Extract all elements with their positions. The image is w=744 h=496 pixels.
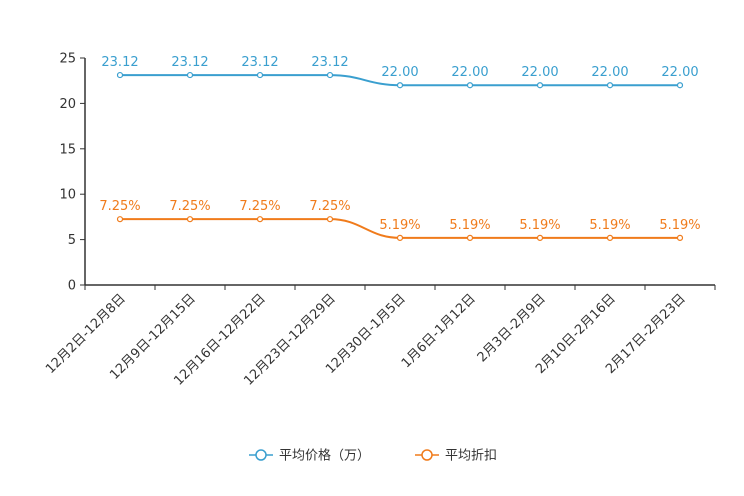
data-label: 7.25% <box>169 199 210 214</box>
data-label: 22.00 <box>661 65 698 80</box>
data-label: 5.19% <box>449 218 490 233</box>
data-point[interactable] <box>606 82 614 89</box>
data-point[interactable] <box>256 216 264 223</box>
data-label: 5.19% <box>519 218 560 233</box>
data-point[interactable] <box>116 71 124 79</box>
data-label: 23.12 <box>241 55 278 70</box>
legend-marker-icon <box>421 449 433 461</box>
data-point[interactable] <box>466 82 474 89</box>
chart-series: 23.12 23.12 23.12 23.12 22.00 22.00 22.00 22.00… <box>99 55 701 241</box>
data-label: 7.25% <box>309 199 350 214</box>
data-label: 22.00 <box>591 65 628 80</box>
data-label: 5.19% <box>659 218 700 233</box>
data-point[interactable] <box>676 82 684 89</box>
data-label: 22.00 <box>451 65 488 80</box>
data-point[interactable] <box>396 82 404 89</box>
data-label: 23.12 <box>101 55 138 70</box>
data-label: 7.25% <box>239 199 280 214</box>
series-1: 23.12 23.12 23.12 23.12 22.00 22.00 22.00 22.00… <box>101 55 699 89</box>
data-label: 23.12 <box>171 55 208 70</box>
legend-item-2[interactable]: 平均折扣 <box>415 449 497 464</box>
y-tick-label: 20 <box>59 97 76 112</box>
data-point[interactable] <box>466 234 474 241</box>
data-point[interactable] <box>536 82 544 89</box>
data-point[interactable] <box>676 234 684 241</box>
data-point[interactable] <box>606 234 614 241</box>
data-label: 22.00 <box>381 65 418 80</box>
data-point[interactable] <box>326 216 334 223</box>
legend-label: 平均价格（万） <box>279 448 370 464</box>
data-label: 23.12 <box>311 55 348 70</box>
data-point[interactable] <box>256 71 264 79</box>
series-2: 7.25% 7.25% 7.25% 7.25% 5.19% 5.19% 5.19% 5.19%… <box>99 199 701 241</box>
data-label: 7.25% <box>99 199 140 214</box>
data-label: 5.19% <box>589 218 630 233</box>
chart-legend[interactable]: 平均价格（万） 平均折扣 <box>249 448 497 464</box>
data-point[interactable] <box>326 71 334 79</box>
y-tick-label: 10 <box>59 188 76 203</box>
data-point[interactable] <box>186 71 194 79</box>
y-tick-label: 0 <box>68 279 76 294</box>
data-point[interactable] <box>396 234 404 241</box>
x-tick-label: 2月3日-2月9日 <box>475 291 549 365</box>
data-point[interactable] <box>116 216 124 223</box>
x-tick-label: 1月6日-1月12日 <box>399 291 479 371</box>
y-tick-label: 5 <box>68 233 76 248</box>
legend-item-1[interactable]: 平均价格（万） <box>249 448 370 464</box>
data-label: 5.19% <box>379 218 420 233</box>
data-point[interactable] <box>536 234 544 241</box>
data-label: 22.00 <box>521 65 558 80</box>
y-tick-label: 15 <box>59 142 76 157</box>
legend-label: 平均折扣 <box>445 449 497 464</box>
y-tick-label: 25 <box>59 52 76 67</box>
legend-marker-icon <box>255 449 267 461</box>
data-point[interactable] <box>186 216 194 223</box>
